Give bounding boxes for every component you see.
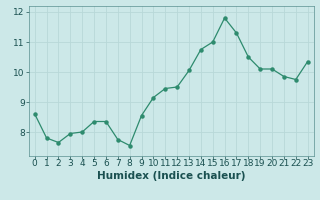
X-axis label: Humidex (Indice chaleur): Humidex (Indice chaleur) <box>97 171 245 181</box>
